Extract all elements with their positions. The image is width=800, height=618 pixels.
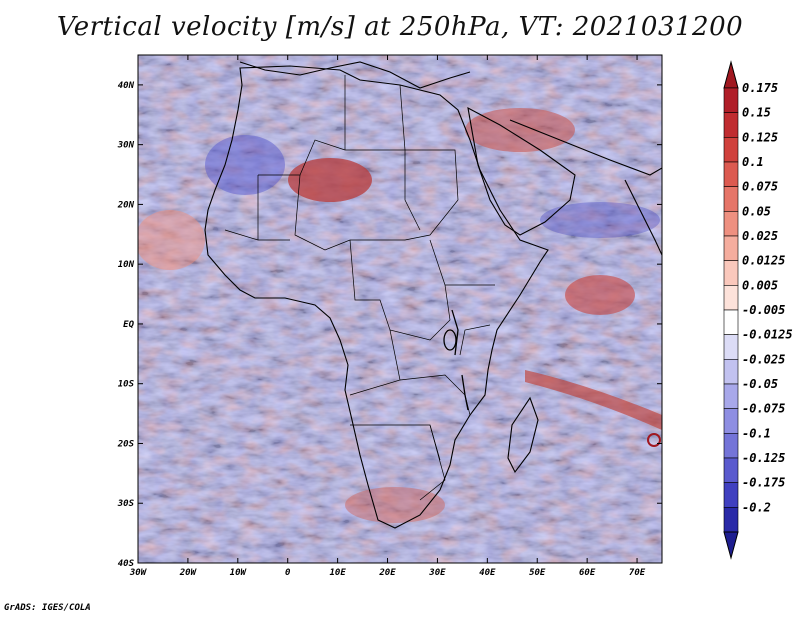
colorbar-swatch — [723, 433, 739, 459]
colorbar-label: 0.05 — [742, 204, 771, 218]
colorbar-label: -0.0125 — [742, 328, 793, 342]
x-tick-label: 10W — [230, 568, 248, 578]
colorbar-swatch — [723, 211, 739, 237]
y-axis: 40N 30N 20N 10N EQ 10S 20S 30S 40S — [117, 81, 662, 569]
ascent-region-indian-ocean — [565, 275, 635, 315]
x-tick-label: 30W — [129, 568, 148, 578]
colorbar-label: 0.025 — [742, 229, 778, 243]
colorbar-swatch — [723, 112, 739, 138]
x-tick-label: 20E — [378, 568, 396, 578]
colorbar-label: -0.2 — [742, 500, 771, 514]
grads-credit: GrADS: IGES/COLA — [4, 603, 91, 613]
colorbar-swatch — [723, 235, 739, 261]
x-tick-label: 0 — [285, 568, 291, 578]
madagascar — [507, 396, 539, 474]
colorbar-label: -0.075 — [742, 402, 785, 416]
x-tick-label: 40E — [479, 568, 496, 578]
mediterranean-north-coast — [239, 61, 471, 89]
ascent-band-south-indian-ocean — [525, 370, 662, 430]
colorbar-swatch — [723, 260, 739, 286]
arabian-peninsula — [467, 106, 576, 236]
y-tick-label: 10N — [118, 260, 135, 270]
y-tick-label: 10S — [118, 380, 135, 390]
x-tick-label: 50E — [529, 568, 546, 578]
colorbar-swatch — [723, 285, 739, 311]
colorbar-label: 0.005 — [742, 278, 778, 292]
colorbar-swatch — [723, 482, 739, 508]
ascent-region-middle-east — [465, 108, 575, 152]
x-tick-label: 70E — [629, 568, 646, 578]
colorbar-swatch — [723, 137, 739, 163]
descent-region-west-africa — [205, 135, 285, 195]
y-tick-label: 40S — [118, 559, 135, 569]
ascent-region-sahara — [288, 158, 372, 202]
colorbar-label: 0.125 — [742, 130, 778, 144]
colorbar-label: -0.05 — [742, 377, 778, 391]
colorbar-label: 0.1 — [742, 155, 764, 169]
colorbar-swatch — [723, 383, 739, 409]
colorbar-label: 0.15 — [742, 106, 771, 120]
x-tick-label: 60E — [579, 568, 596, 578]
colorbar-swatch — [723, 334, 739, 360]
colorbar-swatch — [723, 507, 739, 533]
map-area — [138, 55, 662, 563]
cyclone-marker — [647, 433, 661, 447]
colorbar-swatch — [723, 309, 739, 335]
y-tick-label: 20N — [117, 200, 135, 210]
colorbar-label: 0.075 — [742, 180, 778, 194]
y-tick-label: 30S — [117, 499, 135, 509]
plot-title: Vertical velocity [m/s] at 250hPa, VT: 2… — [56, 12, 744, 42]
colorbar-label: -0.125 — [742, 451, 785, 465]
lakes — [443, 309, 469, 411]
colorbar-label: 0.0125 — [742, 254, 785, 268]
colorbar-swatch — [723, 161, 739, 187]
colorbar-swatch — [723, 408, 739, 434]
ascent-region-south-africa — [345, 487, 445, 523]
colorbar: 0.175 0.15 0.125 0.1 0.075 0.05 0.025 0.0125 0.0… — [723, 60, 793, 560]
y-tick-label: EQ — [123, 320, 134, 330]
descent-region-arabian-sea — [540, 202, 660, 238]
map-frame — [137, 54, 663, 564]
y-tick-label: 20S — [117, 439, 135, 449]
x-axis: 30W 20W 10W 0 10E 20E 30E 40E 50E 60E 70E — [129, 55, 646, 578]
colorbar-label: -0.1 — [742, 426, 771, 440]
colorbar-label: -0.025 — [742, 352, 785, 366]
coastlines — [204, 61, 662, 529]
colorbar-swatch — [723, 87, 739, 113]
colorbar-top-arrow — [723, 60, 739, 89]
colorbar-swatch — [723, 457, 739, 483]
colorbar-label: -0.175 — [742, 476, 785, 490]
x-tick-label: 30E — [428, 568, 446, 578]
india-west-coast — [624, 179, 662, 256]
x-tick-label: 10E — [329, 568, 346, 578]
ascent-region-atlantic — [138, 210, 205, 270]
x-tick-label: 20W — [179, 568, 198, 578]
y-tick-label: 30N — [117, 141, 135, 151]
africa-coastline — [204, 65, 549, 529]
colorbar-swatch — [723, 359, 739, 385]
y-tick-label: 40N — [118, 81, 135, 91]
country-borders — [224, 75, 495, 501]
colorbar-swatch — [723, 186, 739, 212]
colorbar-label: 0.175 — [742, 81, 778, 95]
colorbar-bottom-arrow — [723, 531, 739, 560]
colorbar-label: -0.005 — [742, 303, 785, 317]
persian-coast — [509, 119, 662, 176]
